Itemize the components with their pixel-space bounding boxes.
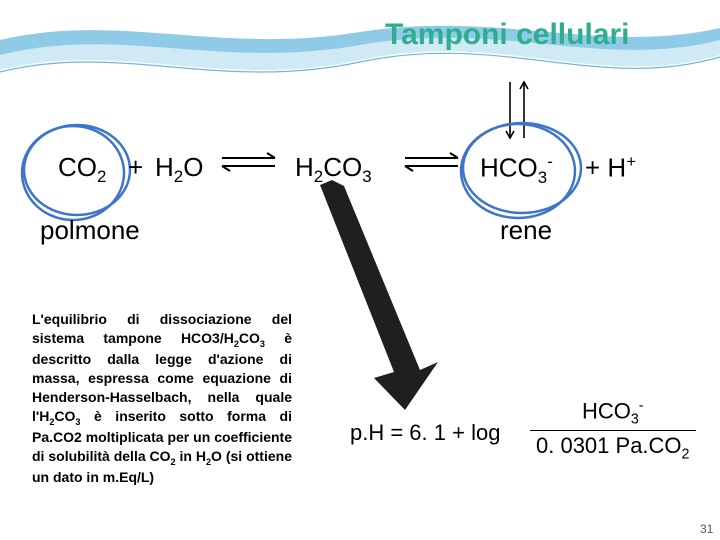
equilibrium-arrow-icon (405, 153, 458, 171)
chem-hco3-: HCO3- (480, 152, 553, 188)
hh-equation-fraction: HCO3- 0. 0301 Pa.CO2 (530, 398, 696, 462)
label-rene: rene (500, 215, 552, 246)
chem-plus: + (128, 152, 143, 183)
page-number: 31 (700, 522, 713, 536)
vertical-arrows-icon (506, 82, 528, 138)
label-polmone: polmone (40, 215, 140, 246)
chem-hplus: + H+ (585, 152, 636, 184)
description-paragraph: L'equilibrio di dissociazione del sistem… (32, 310, 292, 487)
chem-h2co3: H2CO3 (295, 152, 372, 187)
equilibrium-arrow-icon (222, 153, 275, 171)
hh-equation-prefix: p.H = 6. 1 + log (350, 420, 500, 446)
slide: Tamponi cellulari CO2 + H2O H2CO3 HCO3- … (0, 0, 720, 540)
hh-fraction-top: HCO3- (530, 398, 696, 430)
hh-fraction-bottom: 0. 0301 Pa.CO2 (530, 431, 696, 462)
chem-h2o: H2O (155, 152, 203, 187)
chem-co2: CO2 (58, 152, 106, 187)
big-arrow-icon (320, 180, 438, 410)
